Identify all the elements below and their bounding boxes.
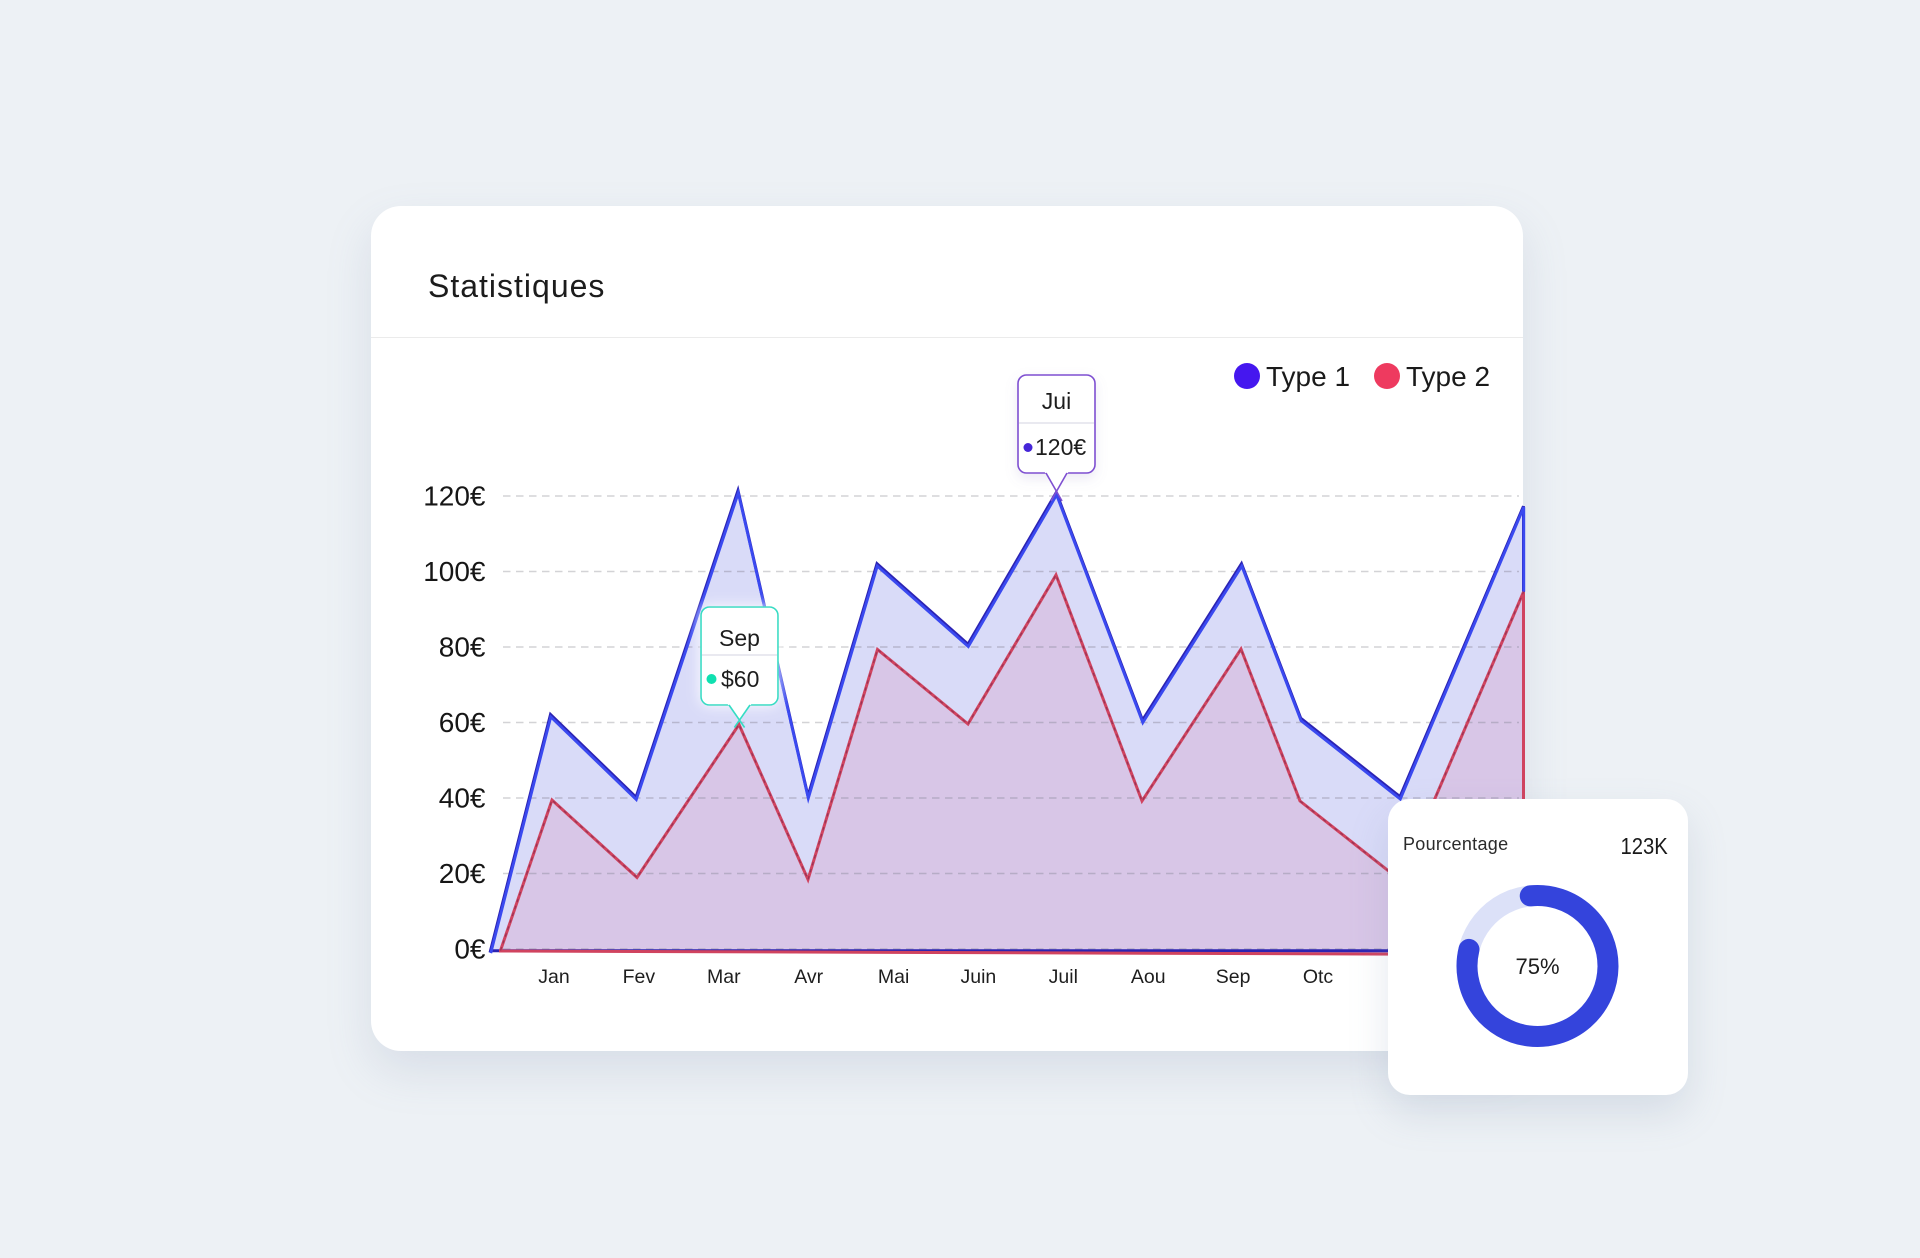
svg-text:120€: 120€ [423, 481, 486, 512]
svg-text:$60: $60 [721, 666, 759, 692]
svg-text:120€: 120€ [1035, 434, 1086, 460]
svg-text:Type 2: Type 2 [1406, 361, 1490, 392]
svg-text:Juin: Juin [961, 966, 997, 988]
svg-text:Aou: Aou [1131, 966, 1166, 988]
svg-text:Mar: Mar [707, 966, 741, 988]
svg-text:0€: 0€ [454, 934, 486, 965]
svg-text:Sep: Sep [719, 625, 760, 651]
svg-text:Otc: Otc [1303, 966, 1334, 988]
svg-text:Avr: Avr [794, 966, 823, 988]
svg-text:Type 1: Type 1 [1266, 361, 1350, 392]
svg-text:75%: 75% [1515, 954, 1559, 979]
svg-text:Jui: Jui [1042, 388, 1071, 414]
svg-text:Mai: Mai [878, 966, 909, 988]
svg-text:Fev: Fev [623, 966, 656, 988]
svg-text:Juil: Juil [1049, 966, 1078, 988]
svg-text:20€: 20€ [439, 858, 486, 889]
svg-text:80€: 80€ [439, 632, 486, 663]
svg-text:Sep: Sep [1216, 966, 1251, 988]
svg-text:60€: 60€ [439, 707, 486, 738]
svg-text:40€: 40€ [439, 783, 486, 814]
svg-text:100€: 100€ [423, 556, 486, 587]
svg-text:Jan: Jan [538, 966, 569, 988]
